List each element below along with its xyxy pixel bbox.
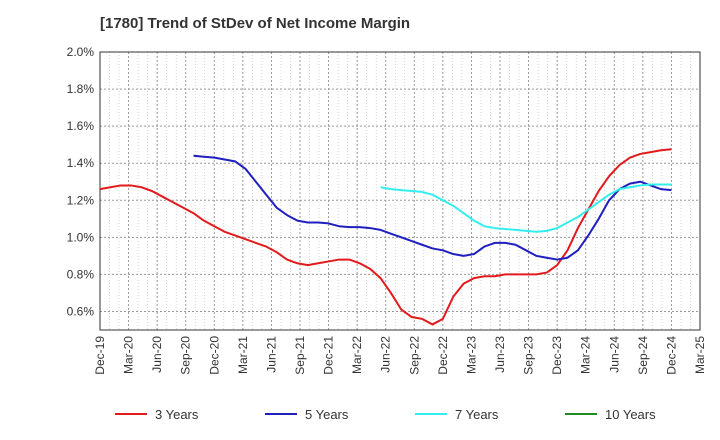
series-lines xyxy=(99,148,672,326)
x-tick-label: Jun-20 xyxy=(150,336,164,373)
series-line-1 xyxy=(99,148,672,326)
y-tick-label: 1.6% xyxy=(67,119,95,133)
series-line-3 xyxy=(380,183,672,233)
grid xyxy=(100,51,700,330)
x-tick-label: Jun-22 xyxy=(379,336,393,373)
y-tick-label: 2.0% xyxy=(67,45,95,59)
legend-label: 3 Years xyxy=(155,407,199,422)
y-tick-label: 0.6% xyxy=(67,304,95,318)
x-tick-label: Mar-22 xyxy=(350,336,364,374)
x-tick-label: Dec-24 xyxy=(664,336,678,375)
y-tick-label: 0.8% xyxy=(67,267,95,281)
x-tick-label: Sep-21 xyxy=(293,336,307,375)
x-axis: Dec-19 Mar-20 Jun-20 Sep-20 Dec-20 Mar-21 Jun-… xyxy=(93,336,707,375)
x-tick-label: Mar-21 xyxy=(236,336,250,374)
x-tick-label: Mar-20 xyxy=(122,336,136,374)
y-tick-label: 1.4% xyxy=(67,156,95,170)
x-tick-label: Sep-24 xyxy=(636,336,650,375)
x-tick-label: Dec-21 xyxy=(322,336,336,375)
y-tick-label: 1.8% xyxy=(67,82,95,96)
x-tick-label: Dec-20 xyxy=(207,336,221,375)
x-tick-label: Jun-23 xyxy=(493,336,507,373)
x-tick-label: Dec-23 xyxy=(550,336,564,375)
legend: 3 Years 5 Years 7 Years 10 Years xyxy=(115,407,656,422)
y-axis: 0.6% 0.8% 1.0% 1.2% 1.4% 1.6% 1.8% 2.0% xyxy=(67,45,95,318)
x-tick-label: Sep-20 xyxy=(179,336,193,375)
y-tick-label: 1.0% xyxy=(67,230,95,244)
x-tick-label: Jun-24 xyxy=(607,336,621,373)
x-tick-label: Mar-23 xyxy=(464,336,478,374)
legend-label: 7 Years xyxy=(455,407,499,422)
legend-label: 10 Years xyxy=(605,407,656,422)
series-line-2 xyxy=(193,154,672,261)
x-tick-label: Jun-21 xyxy=(264,336,278,373)
x-tick-label: Sep-22 xyxy=(407,336,421,375)
x-tick-label: Mar-24 xyxy=(579,336,593,374)
x-tick-label: Dec-22 xyxy=(436,336,450,375)
x-tick-label: Mar-25 xyxy=(693,336,707,374)
plot-area-border xyxy=(99,51,701,331)
legend-label: 5 Years xyxy=(305,407,349,422)
x-tick-label: Dec-19 xyxy=(93,336,107,375)
chart-title: [1780] Trend of StDev of Net Income Marg… xyxy=(100,15,410,32)
y-tick-label: 1.2% xyxy=(67,193,95,207)
x-tick-label: Sep-23 xyxy=(522,336,536,375)
